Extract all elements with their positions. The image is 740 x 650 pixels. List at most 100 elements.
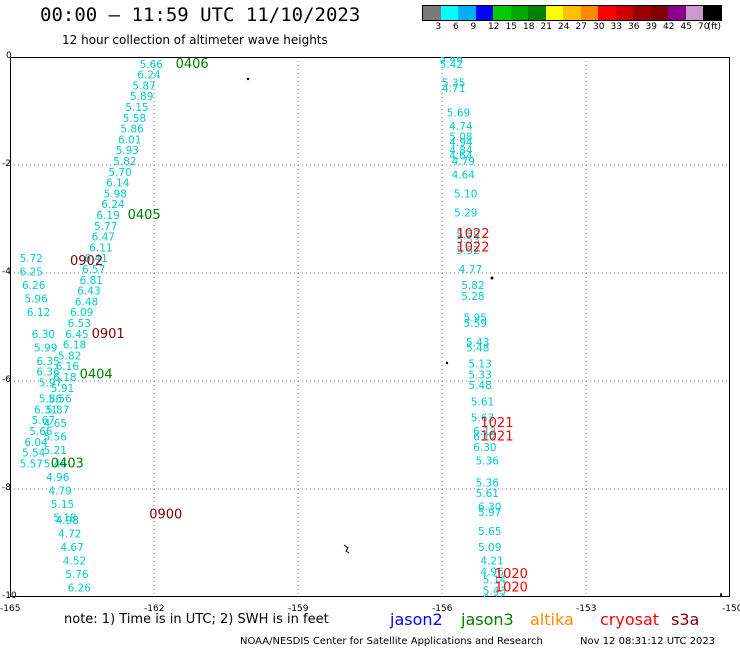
colorbar-label: 21 (540, 22, 552, 32)
wave-height-label: 5.82 (58, 350, 81, 362)
wave-height-label: 5.48 (466, 342, 489, 354)
cryosat-pass-label: 1021 (480, 429, 513, 444)
colorbar-swatch (668, 6, 686, 20)
wave-height-label: 5.29 (454, 207, 477, 219)
wave-height-label: 4.96 (480, 566, 504, 578)
x-tick-label: -150 (722, 604, 740, 614)
colorbar-label: 15 (505, 22, 517, 32)
colorbar-swatch (475, 6, 493, 20)
credit-text: NOAA/NESDIS Center for Satellite Applica… (240, 636, 543, 647)
island-markers (246, 77, 723, 597)
wave-height-label: 6.47 (92, 232, 115, 244)
colorbar-label: (ft) (707, 22, 722, 32)
wave-height-label: 4.94 (449, 137, 473, 149)
map-plot: 5.666.245.875.895.155.585.866.015.935.82… (10, 57, 730, 597)
wave-height-label: 5.95 (464, 313, 487, 325)
wave-height-label: 5.36 (476, 477, 500, 489)
colorbar-swatch (545, 6, 563, 20)
map-title: 00:00 – 11:59 UTC 11/10/2023 (40, 4, 361, 26)
wave-height-label: 5.59 (464, 318, 487, 330)
wave-height-label: 4.84 (449, 145, 473, 157)
wave-height-label: 5.54 (22, 448, 46, 460)
colorbar-label: 6 (453, 22, 459, 32)
colorbar-label: 30 (593, 22, 605, 32)
wave-height-label: 5.43 (466, 337, 489, 349)
y-tick-label: -6 (2, 375, 11, 385)
wave-height-label: 5.86 (120, 124, 144, 136)
wave-height-label: 5.52 (456, 245, 479, 257)
wave-height-label: 6.26 (68, 583, 92, 595)
x-tick-label: -156 (432, 604, 453, 614)
wave-height-label: 5.87 (46, 404, 69, 416)
wave-height-label: 4.21 (480, 556, 503, 568)
cryosat-pass-label: 1022 (456, 240, 489, 255)
wave-height-label: 5.61 (476, 488, 499, 500)
wave-height-label: 5.33 (468, 369, 491, 381)
wave-height-label: 6.14 (106, 178, 130, 190)
y-tick-label: 0 (6, 51, 12, 61)
wave-height-label: 6.31 (34, 404, 57, 416)
colorbar-label: 9 (470, 22, 477, 32)
wave-height-label: 5.13 (468, 359, 491, 371)
wave-height-label: 6.09 (70, 307, 93, 319)
wave-height-label: 5.96 (24, 294, 48, 306)
wave-height-label: 5.09 (478, 542, 501, 554)
wave-height-label: 5.15 (125, 102, 148, 114)
wave-height-label: 6.12 (27, 307, 50, 319)
wave-height-label: 6.01 (118, 134, 141, 146)
wave-height-label: 6.30 (473, 442, 496, 454)
colorbar-swatch (423, 6, 441, 20)
cryosat-pass-label: 1021 (480, 416, 513, 431)
colorbar-label: 3 (435, 22, 442, 32)
s3a-pass-label: 0901 (92, 327, 125, 342)
y-tick-label: -10 (2, 591, 17, 601)
x-tick-label: -159 (288, 604, 309, 614)
wave-height-label: 5.56 (48, 394, 72, 406)
wave-height-label: 5.53 (456, 234, 479, 246)
wave-height-label: 6.43 (77, 286, 100, 298)
wave-height-label: 5.76 (65, 569, 89, 581)
wave-height-label: 5.89 (130, 91, 153, 103)
legend-s3a: s3a (671, 610, 700, 629)
wave-height-label: 5.18 (53, 512, 76, 524)
note-text: note: 1) Time is in UTC; 2) SWH is in fe… (64, 612, 329, 627)
wave-height-label: 4.64 (449, 151, 473, 163)
wave-height-label: 5.15 (51, 499, 74, 511)
colorbar-swatch (633, 6, 651, 20)
wave-height-label: 4.72 (58, 529, 81, 541)
wave-height-label: 5.59 (456, 229, 479, 241)
wave-height-label: 5.61 (471, 396, 494, 408)
wave-height-label: 6.11 (89, 242, 112, 254)
colorbar-swatch (440, 6, 458, 20)
wave-height-label: 5.35 (442, 78, 465, 90)
legend-cryosat: cryosat (600, 610, 660, 629)
colorbar-label: 12 (488, 22, 500, 32)
colorbar-swatch (528, 6, 546, 20)
colorbar-swatch (598, 6, 616, 20)
legend-altika: altika (530, 610, 574, 629)
wave-height-label: 4.96 (46, 472, 70, 484)
colorbar-swatch (493, 6, 511, 20)
x-tick-label: -162 (144, 604, 165, 614)
colorbar-label: 27 (575, 22, 587, 32)
wave-height-label: 6.30 (32, 329, 55, 341)
colorbar-swatch (510, 6, 528, 20)
wave-height-label: 6.04 (24, 437, 48, 449)
island-marker (490, 276, 494, 280)
map-subtitle: 12 hour collection of altimeter wave hei… (62, 33, 328, 47)
colorbar-label: 45 (680, 22, 692, 32)
wave-height-label: 5.48 (468, 380, 491, 392)
wave-height-label: 6.57 (82, 264, 105, 276)
wave-height-label: 4.77 (459, 264, 482, 276)
wave-height-label: 5.42 (440, 59, 463, 71)
wave-height-label: 6.45 (65, 329, 88, 341)
wave-height-label: 5.98 (104, 188, 127, 200)
wave-height-label: 5.66 (29, 426, 53, 438)
timestamp-text: Nov 12 08:31:12 UTC 2023 (580, 636, 716, 647)
colorbar-label: 39 (645, 22, 657, 32)
wave-height-label: 6.25 (20, 267, 43, 279)
wave-height-label: 5.28 (461, 291, 484, 303)
wave-height-label: 6.35 (36, 356, 59, 368)
wave-height-label: 4.64 (452, 170, 476, 182)
